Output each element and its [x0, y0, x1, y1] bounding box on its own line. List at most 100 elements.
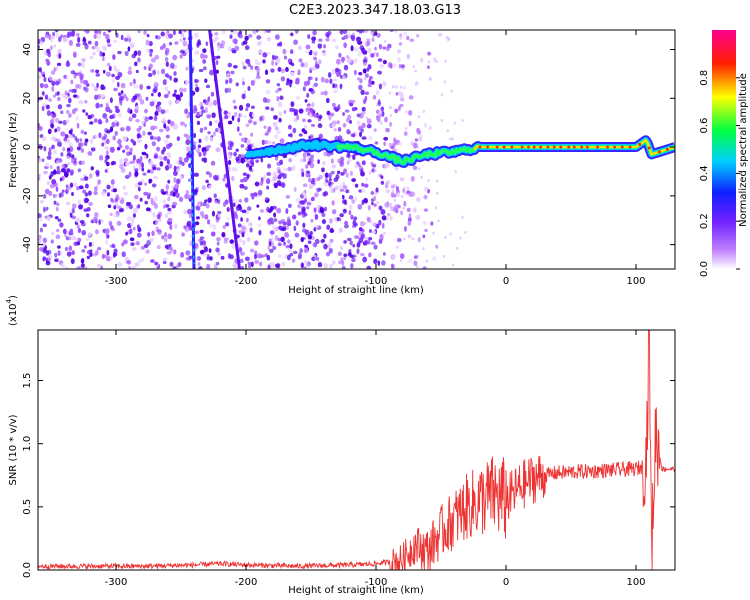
heatmap-cell — [300, 62, 305, 68]
heatmap-cell — [245, 123, 250, 128]
heatmap-cell — [273, 115, 278, 120]
heatmap-cell — [342, 208, 347, 214]
heatmap-cell — [275, 89, 279, 94]
heatmap-cell — [256, 204, 260, 208]
snr-line — [38, 330, 675, 570]
heatmap-cell — [364, 73, 369, 78]
heatmap-cell — [63, 137, 68, 142]
heatmap-cell — [291, 258, 296, 263]
heatmap-cell — [41, 71, 45, 76]
heatmap-cell — [225, 79, 229, 85]
heatmap-cell — [334, 185, 340, 191]
heatmap-cell — [144, 143, 148, 150]
signal-peak — [502, 145, 506, 149]
heatmap-cell — [51, 136, 56, 141]
heatmap-cell — [249, 248, 255, 253]
heatmap-cell — [160, 68, 166, 75]
heatmap-cell — [292, 127, 297, 134]
heatmap-cell — [145, 96, 149, 101]
heatmap-cell — [165, 134, 170, 139]
heatmap-cell — [69, 182, 74, 188]
heatmap-cell — [95, 102, 100, 109]
heatmap-cell — [164, 56, 169, 62]
heatmap-cell — [332, 260, 336, 266]
heatmap-cell — [184, 157, 190, 162]
heatmap-cell — [176, 178, 181, 185]
heatmap-cell — [113, 65, 117, 71]
heatmap-cell — [267, 264, 271, 269]
heatmap-cell — [87, 151, 93, 156]
heatmap-cell — [246, 173, 250, 180]
heatmap-cell — [287, 124, 292, 130]
heatmap-cell — [336, 120, 340, 125]
heatmap-cell — [387, 43, 392, 49]
heatmap-cell — [54, 193, 59, 198]
heatmap-cell — [172, 54, 178, 61]
heatmap-cell — [405, 110, 408, 114]
heatmap-cell — [257, 41, 261, 46]
heatmap-cell — [202, 48, 207, 54]
heatmap-cell — [92, 216, 98, 223]
heatmap-cell — [114, 105, 119, 109]
heatmap-cell — [402, 86, 407, 90]
heatmap-cell — [285, 66, 289, 73]
heatmap-cell — [105, 256, 111, 262]
heatmap-cell — [217, 251, 221, 256]
heatmap-cell — [358, 84, 363, 91]
heatmap-cell — [56, 62, 62, 66]
heatmap-cell — [370, 31, 374, 37]
heatmap-cell — [205, 84, 211, 89]
heatmap-cell — [67, 162, 71, 166]
heatmap-cell — [206, 114, 212, 119]
heatmap-cell — [217, 211, 222, 215]
heatmap-cell — [169, 224, 173, 231]
heatmap-cell — [173, 77, 179, 83]
heatmap-cell — [332, 78, 338, 82]
heatmap-cell — [454, 170, 457, 174]
heatmap-cell — [253, 121, 257, 126]
heatmap-cell — [39, 217, 43, 222]
heatmap-cell — [111, 227, 116, 232]
heatmap-cell — [178, 163, 182, 168]
heatmap-cell — [41, 158, 45, 163]
heatmap-cell — [419, 134, 423, 139]
heatmap-cell — [335, 68, 338, 75]
heatmap-cell — [46, 215, 51, 222]
signal-peak — [559, 145, 563, 149]
heatmap-cell — [276, 95, 280, 102]
heatmap-cell — [380, 209, 386, 215]
heatmap-cell — [340, 257, 344, 262]
heatmap-cell — [309, 133, 314, 139]
heatmap-cell — [128, 228, 133, 235]
heatmap-cell — [389, 205, 392, 209]
heatmap-cell — [102, 56, 105, 62]
heatmap-cell — [281, 261, 286, 267]
heatmap-cell — [62, 36, 68, 43]
heatmap-cell — [167, 207, 172, 212]
heatmap-cell — [116, 81, 120, 88]
heatmap-cell — [286, 254, 291, 261]
heatmap-cell — [129, 160, 134, 165]
heatmap-cell — [364, 95, 368, 102]
heatmap-cell — [240, 251, 245, 256]
heatmap-cell — [361, 136, 367, 140]
bottom-x-ticks: -300 -200 -100 0 100 — [105, 330, 646, 588]
heatmap-cell — [112, 252, 118, 257]
heatmap-cell — [80, 129, 84, 134]
heatmap-cell — [337, 135, 343, 141]
heatmap-cell — [399, 253, 405, 259]
heatmap-cell — [411, 191, 416, 197]
heatmap-cell — [376, 52, 379, 58]
heatmap-cell — [390, 63, 393, 69]
heatmap-cell — [114, 119, 117, 124]
heatmap-cell — [314, 177, 318, 182]
heatmap-cell — [108, 109, 113, 114]
heatmap-cell — [445, 36, 449, 40]
heatmap-cell — [65, 155, 70, 160]
colorbar-tick-label: 0.6 — [699, 118, 710, 134]
heatmap-cell — [345, 189, 350, 194]
heatmap-cell — [102, 52, 106, 57]
heatmap-cell — [327, 30, 332, 36]
heatmap-cell — [203, 157, 208, 164]
heatmap-cell — [135, 69, 139, 74]
